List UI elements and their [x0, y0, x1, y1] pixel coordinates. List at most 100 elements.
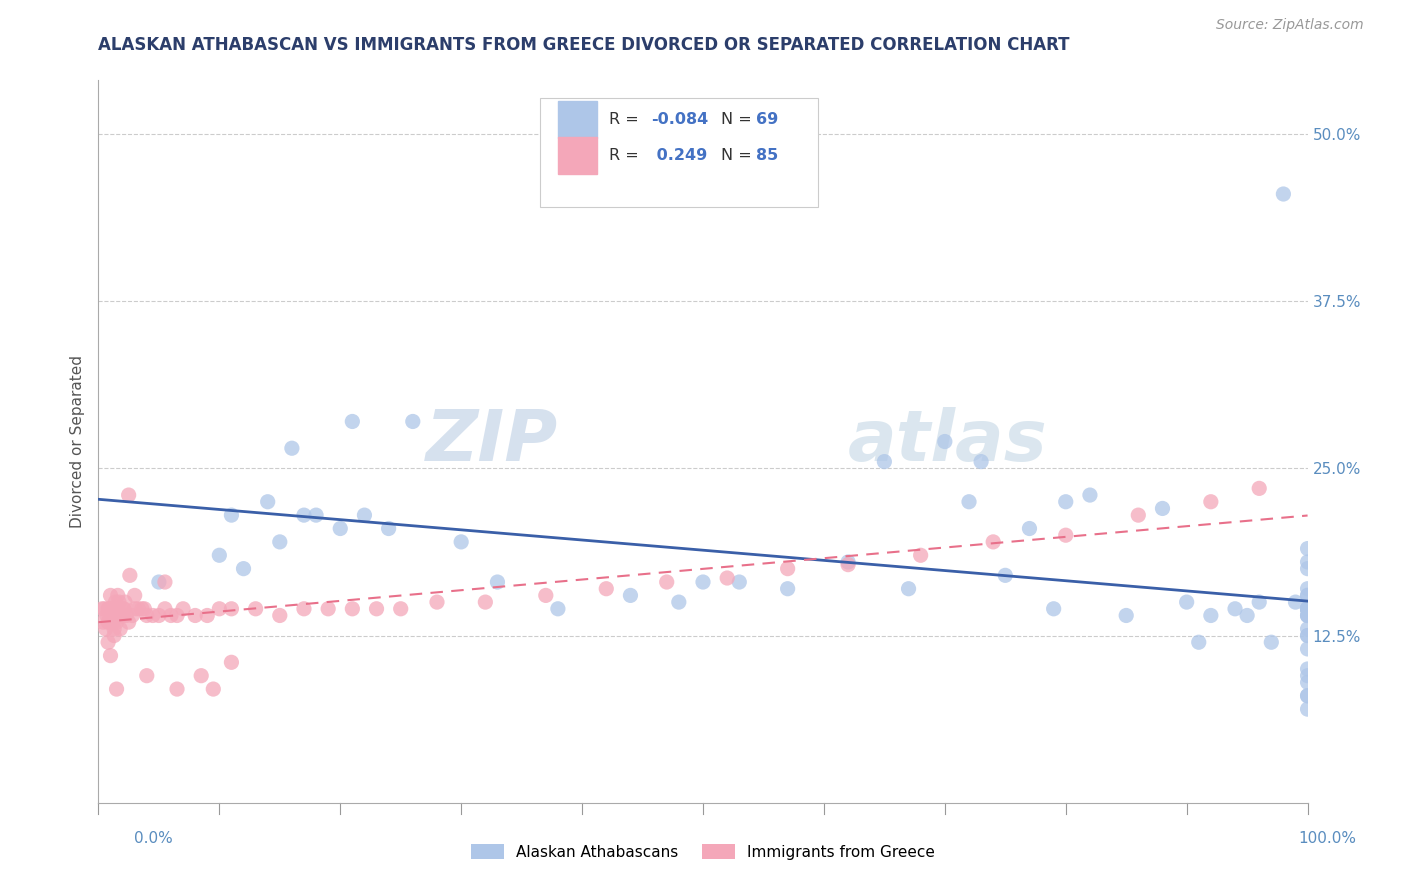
Text: 100.0%: 100.0%	[1299, 831, 1357, 846]
Point	[98, 602, 121, 616]
Point	[1078, 488, 1101, 502]
Point	[619, 589, 641, 603]
Point	[91, 602, 114, 616]
Point	[232, 562, 254, 576]
Text: N =: N =	[721, 112, 756, 127]
Point	[1296, 689, 1319, 703]
Point	[934, 434, 956, 449]
Point	[153, 602, 176, 616]
Point	[118, 568, 141, 582]
Point	[97, 635, 120, 649]
Point	[1296, 608, 1319, 623]
Point	[208, 602, 231, 616]
Point	[655, 575, 678, 590]
Point	[124, 602, 146, 616]
Point	[1284, 595, 1306, 609]
Point	[1296, 602, 1319, 616]
Point	[994, 568, 1017, 582]
Point	[342, 414, 364, 429]
Point	[837, 555, 859, 569]
Point	[1054, 494, 1077, 508]
Point	[100, 615, 122, 630]
Text: ALASKAN ATHABASCAN VS IMMIGRANTS FROM GREECE DIVORCED OR SEPARATED CORRELATION C: ALASKAN ATHABASCAN VS IMMIGRANTS FROM GR…	[98, 36, 1070, 54]
Point	[101, 602, 124, 616]
Point	[1296, 702, 1319, 716]
Point	[153, 575, 176, 590]
Point	[121, 608, 143, 623]
Point	[148, 608, 170, 623]
Point	[970, 455, 993, 469]
Point	[98, 615, 121, 630]
Point	[208, 548, 231, 563]
Point	[103, 622, 125, 636]
Point	[96, 608, 118, 623]
Point	[100, 589, 122, 603]
Point	[1018, 521, 1040, 535]
Point	[1296, 602, 1319, 616]
Point	[1260, 635, 1282, 649]
Point	[1199, 494, 1222, 508]
Point	[1128, 508, 1150, 523]
Point	[316, 602, 339, 616]
Point	[111, 608, 134, 623]
Point	[1249, 482, 1271, 496]
Point	[269, 608, 291, 623]
Point	[107, 608, 129, 623]
Point	[1296, 628, 1319, 642]
Point	[202, 681, 225, 696]
Point	[776, 582, 799, 596]
Point	[124, 589, 146, 603]
Point	[1272, 187, 1295, 202]
Point	[1296, 628, 1319, 642]
FancyBboxPatch shape	[540, 98, 818, 207]
Point	[131, 602, 153, 616]
Y-axis label: Divorced or Separated: Divorced or Separated	[70, 355, 86, 528]
Point	[910, 548, 932, 563]
Point	[342, 602, 364, 616]
Point	[195, 608, 218, 623]
Text: atlas: atlas	[848, 407, 1047, 476]
Point	[1296, 689, 1319, 703]
Point	[377, 521, 399, 535]
Point	[1296, 602, 1319, 616]
Point	[172, 602, 194, 616]
Point	[190, 669, 212, 683]
Point	[1296, 608, 1319, 623]
Point	[93, 602, 115, 616]
Point	[1296, 541, 1319, 556]
Point	[104, 608, 127, 623]
Point	[534, 589, 557, 603]
Point	[97, 615, 120, 630]
FancyBboxPatch shape	[558, 136, 596, 174]
Point	[1054, 528, 1077, 542]
Point	[837, 558, 859, 572]
Text: 0.0%: 0.0%	[134, 831, 173, 846]
Point	[716, 571, 738, 585]
Point	[1296, 675, 1319, 690]
Point	[595, 582, 617, 596]
Point	[100, 602, 122, 616]
Point	[402, 414, 425, 429]
Point	[1296, 608, 1319, 623]
Point	[668, 595, 690, 609]
Point	[426, 595, 449, 609]
Point	[1199, 608, 1222, 623]
Text: N =: N =	[721, 148, 756, 163]
Point	[134, 602, 156, 616]
Point	[728, 575, 751, 590]
Point	[100, 615, 122, 630]
Text: ZIP: ZIP	[426, 407, 558, 476]
Point	[221, 508, 243, 523]
Point	[1115, 608, 1137, 623]
Point	[103, 628, 125, 642]
Point	[103, 602, 125, 616]
Legend: Alaskan Athabascans, Immigrants from Greece: Alaskan Athabascans, Immigrants from Gre…	[463, 836, 943, 867]
Point	[118, 488, 141, 502]
Text: -0.084: -0.084	[651, 112, 709, 127]
Point	[100, 648, 122, 663]
Point	[1296, 642, 1319, 657]
Text: R =: R =	[609, 112, 644, 127]
Point	[1296, 555, 1319, 569]
Point	[166, 608, 188, 623]
Point	[101, 615, 124, 630]
